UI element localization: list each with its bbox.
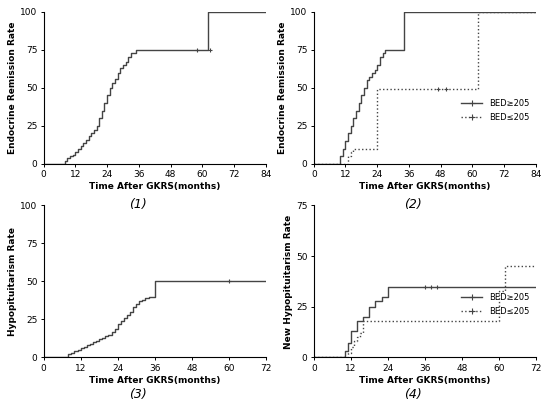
Y-axis label: Endocrine Remission Rate: Endocrine Remission Rate bbox=[8, 21, 18, 154]
Text: (3): (3) bbox=[129, 388, 146, 401]
Text: (2): (2) bbox=[404, 198, 421, 211]
Legend: BED≥205, BED≤205: BED≥205, BED≤205 bbox=[459, 97, 532, 125]
Y-axis label: New Hypopituitarism Rate: New Hypopituitarism Rate bbox=[284, 214, 293, 349]
Legend: BED≥205, BED≤205: BED≥205, BED≤205 bbox=[459, 290, 532, 318]
Text: (4): (4) bbox=[404, 388, 421, 401]
Y-axis label: Hypopituitarism Rate: Hypopituitarism Rate bbox=[8, 227, 18, 336]
X-axis label: Time After GKRS(months): Time After GKRS(months) bbox=[89, 375, 221, 384]
X-axis label: Time After GKRS(months): Time After GKRS(months) bbox=[359, 182, 491, 191]
Text: (1): (1) bbox=[129, 198, 146, 211]
Y-axis label: Endocrine Remission Rate: Endocrine Remission Rate bbox=[278, 21, 288, 154]
X-axis label: Time After GKRS(months): Time After GKRS(months) bbox=[89, 182, 221, 191]
X-axis label: Time After GKRS(months): Time After GKRS(months) bbox=[359, 375, 491, 384]
